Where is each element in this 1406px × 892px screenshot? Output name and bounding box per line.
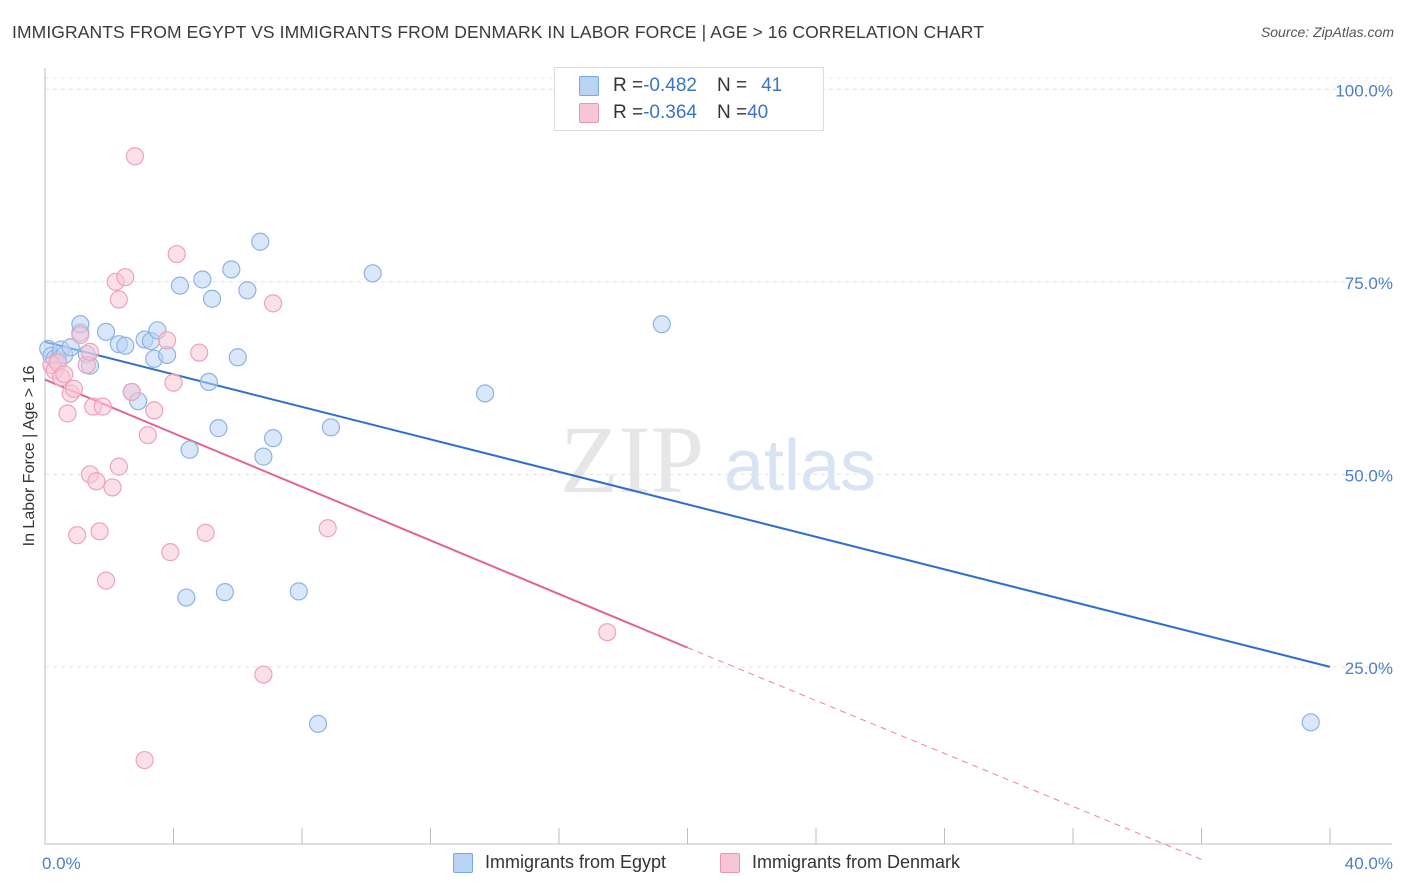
egypt-r-value: -0.482 (643, 75, 697, 96)
y-axis-label: In Labor Force | Age > 16 (21, 366, 38, 547)
denmark-point (164, 373, 183, 392)
egypt-point (215, 583, 234, 602)
data-points (39, 147, 1320, 770)
legend-row-egypt: R = -0.482 N = 41 (579, 74, 782, 98)
denmark-point (318, 519, 337, 538)
denmark-point (96, 571, 116, 590)
denmark-point (167, 244, 186, 264)
axes (44, 68, 1392, 845)
denmark-swatch (579, 103, 599, 123)
denmark-legend-label: Immigrants from Denmark (752, 852, 961, 872)
egypt-trend-line (44, 340, 1331, 668)
watermark-atlas: atlas (724, 426, 876, 506)
denmark-point (196, 523, 215, 542)
egypt-point (289, 582, 308, 601)
denmark-point (55, 365, 74, 384)
egypt-point (177, 588, 196, 607)
correlation-legend: R = -0.482 N = 41 R = -0.364 N = 40 (554, 67, 824, 131)
denmark-point (145, 401, 164, 420)
egypt-point (363, 264, 382, 283)
denmark-n-value: 40 (747, 102, 769, 123)
egypt-point (228, 348, 247, 367)
egypt-point (61, 338, 80, 357)
denmark-point (80, 342, 100, 361)
chart-title: IMMIGRANTS FROM EGYPT VS IMMIGRANTS FROM… (12, 22, 984, 42)
denmark-point (68, 526, 87, 545)
tick-labels: 100.0% 75.0% 50.0% 25.0% 0.0% 40.0% (42, 81, 1393, 873)
denmark-point (109, 457, 128, 476)
denmark-point (90, 522, 109, 541)
denmark-point (157, 331, 177, 350)
y-tick-label: 25.0% (1345, 659, 1393, 678)
egypt-point (652, 315, 671, 334)
y-tick-label: 100.0% (1335, 81, 1393, 100)
denmark-point (122, 382, 141, 402)
egypt-point (254, 447, 273, 466)
trend-lines (44, 340, 1331, 860)
denmark-point (87, 472, 106, 491)
egypt-point (209, 419, 228, 438)
watermark-zip: ZIP (560, 406, 704, 513)
legend-item-denmark[interactable]: Immigrants from Denmark (720, 852, 960, 873)
denmark-r-value: -0.364 (643, 102, 697, 123)
egypt-legend-label: Immigrants from Egypt (485, 852, 667, 872)
denmark-trend-extension (687, 647, 1202, 860)
denmark-point (135, 750, 154, 770)
egypt-r-label: R = (613, 75, 644, 96)
denmark-point (109, 290, 128, 309)
egypt-n-label: N = (716, 75, 748, 96)
denmark-point (103, 478, 122, 497)
denmark-r-label: R = (613, 102, 644, 123)
egypt-point (193, 270, 212, 289)
egypt-point (222, 260, 241, 279)
denmark-point (263, 294, 283, 313)
egypt-point (238, 281, 257, 300)
denmark-legend-swatch (720, 852, 740, 873)
denmark-point (190, 343, 209, 362)
egypt-point (170, 276, 190, 295)
egypt-point (199, 372, 218, 392)
x-tick-label: 0.0% (42, 854, 81, 873)
denmark-point (125, 147, 145, 166)
egypt-point (476, 384, 495, 403)
denmark-point (58, 404, 77, 423)
egypt-point (180, 440, 199, 459)
egypt-swatch (579, 76, 599, 96)
egypt-point (321, 418, 341, 437)
denmark-point (64, 379, 84, 398)
denmark-point (598, 623, 617, 642)
denmark-point (93, 397, 112, 416)
denmark-n-label: N = (716, 102, 748, 123)
x-tick-label: 40.0% (1345, 854, 1393, 873)
y-tick-label: 75.0% (1345, 274, 1393, 293)
egypt-point (251, 232, 270, 251)
denmark-point (161, 543, 180, 562)
denmark-point (138, 425, 157, 445)
egypt-point (1301, 713, 1320, 732)
legend-item-egypt[interactable]: Immigrants from Egypt (453, 852, 666, 873)
denmark-trend-line (44, 378, 688, 649)
source-credit: Source: ZipAtlas.com (1260, 24, 1394, 40)
egypt-point (308, 714, 328, 733)
grid-lines (45, 77, 1392, 668)
egypt-point (116, 336, 135, 355)
legend-row-denmark: R = -0.364 N = 40 (579, 101, 768, 125)
egypt-legend-swatch (453, 852, 473, 873)
y-tick-label: 50.0% (1345, 466, 1393, 485)
series-legend: Immigrants from Egypt Immigrants from De… (0, 852, 1406, 878)
egypt-point (263, 429, 283, 448)
egypt-n-value: 41 (761, 75, 783, 96)
denmark-point (116, 268, 135, 287)
denmark-point (71, 325, 90, 345)
denmark-point (254, 665, 273, 684)
egypt-point (202, 289, 222, 308)
egypt-point (96, 322, 116, 341)
